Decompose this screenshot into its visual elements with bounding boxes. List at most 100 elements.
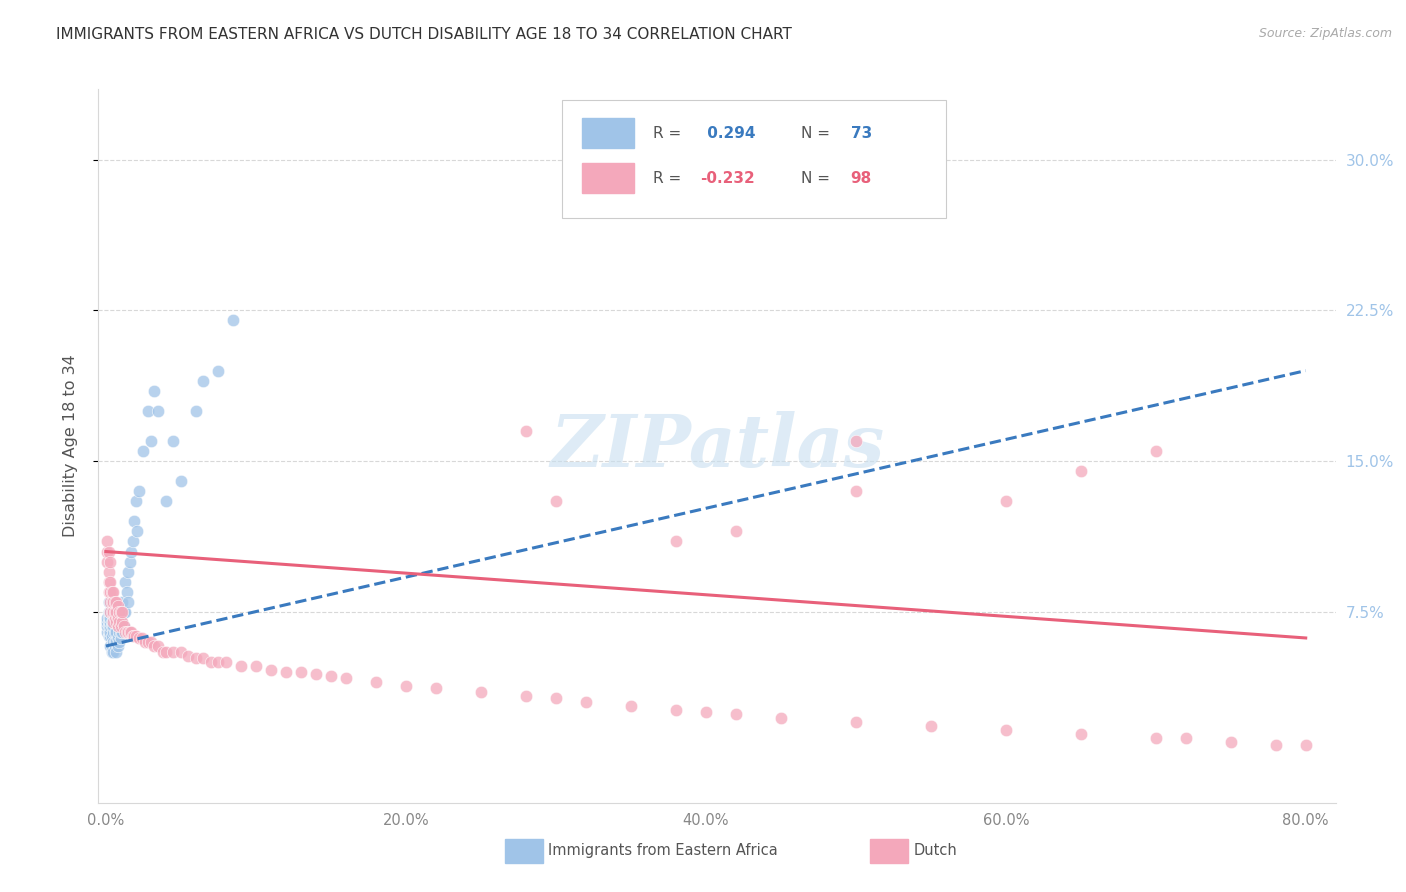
Point (207, 655, 229, 669)
Text: 73: 73 (851, 126, 872, 141)
Point (139, 635, 162, 649)
Point (994, 494, 1017, 508)
Point (110, 631, 132, 645)
Point (142, 384, 165, 398)
Text: 0.294: 0.294 (702, 126, 755, 141)
Point (136, 635, 159, 649)
Point (544, 494, 567, 508)
Point (155, 645, 177, 659)
Point (127, 524, 149, 539)
Point (125, 494, 148, 508)
FancyBboxPatch shape (582, 119, 634, 148)
Point (112, 619, 135, 633)
Point (260, 663, 283, 677)
Point (155, 494, 177, 508)
Point (114, 605, 136, 619)
Point (845, 715, 868, 730)
Point (103, 619, 125, 633)
Point (97, 615, 120, 629)
Point (845, 484, 868, 499)
Point (122, 629, 145, 643)
Point (107, 599, 129, 613)
Point (1174, 731, 1197, 746)
Point (104, 615, 127, 629)
Text: Immigrants from Eastern Africa: Immigrants from Eastern Africa (548, 844, 778, 858)
Text: IMMIGRANTS FROM EASTERN AFRICA VS DUTCH DISABILITY AGE 18 TO 34 CORRELATION CHAR: IMMIGRANTS FROM EASTERN AFRICA VS DUTCH … (56, 27, 792, 42)
Point (245, 659, 267, 673)
Point (101, 595, 124, 609)
Point (177, 648, 200, 663)
Point (100, 574, 122, 589)
Point (96, 619, 118, 633)
Point (162, 434, 184, 448)
Point (97, 629, 120, 643)
Point (124, 515, 146, 529)
Point (97, 565, 120, 579)
Point (104, 624, 127, 639)
Point (193, 651, 215, 665)
Point (115, 584, 138, 599)
Point (104, 639, 127, 653)
Point (142, 639, 165, 653)
Point (128, 484, 150, 499)
Point (128, 631, 150, 645)
Point (101, 615, 124, 629)
Point (105, 645, 128, 659)
Point (97, 611, 120, 625)
Point (1219, 735, 1241, 749)
Point (100, 629, 122, 643)
FancyBboxPatch shape (582, 163, 634, 194)
Point (100, 624, 122, 639)
Point (724, 707, 747, 722)
Point (1144, 444, 1167, 458)
Point (111, 615, 134, 629)
Point (122, 534, 145, 549)
Point (200, 655, 222, 669)
Point (104, 595, 127, 609)
Point (105, 635, 128, 649)
Point (96, 615, 118, 629)
Point (184, 404, 207, 418)
Point (100, 605, 122, 619)
Point (103, 605, 125, 619)
Point (111, 624, 134, 639)
Point (515, 424, 537, 438)
Point (152, 645, 174, 659)
Point (105, 605, 128, 619)
Point (107, 611, 129, 625)
Point (125, 629, 148, 643)
Point (108, 615, 131, 629)
Point (100, 639, 122, 653)
Point (117, 595, 139, 609)
Point (470, 685, 492, 699)
Point (115, 624, 138, 639)
Point (364, 675, 387, 690)
Point (114, 574, 136, 589)
Point (97, 544, 120, 558)
Point (100, 584, 122, 599)
Point (120, 544, 142, 558)
Point (105, 615, 128, 629)
Point (101, 645, 124, 659)
Point (1144, 731, 1167, 746)
Point (305, 667, 328, 681)
Text: N =: N = (801, 171, 835, 186)
Point (100, 555, 122, 569)
Point (319, 669, 342, 683)
Text: ZIPatlas: ZIPatlas (550, 410, 884, 482)
Text: 98: 98 (851, 171, 872, 186)
Point (103, 611, 125, 625)
Point (124, 629, 146, 643)
Point (101, 629, 124, 643)
Point (229, 659, 252, 673)
Point (170, 474, 193, 488)
Point (1070, 464, 1092, 478)
Point (103, 584, 125, 599)
Point (544, 691, 567, 706)
Point (100, 605, 122, 619)
Point (131, 631, 153, 645)
Point (114, 624, 136, 639)
Point (104, 605, 127, 619)
Point (96, 624, 118, 639)
Point (101, 619, 124, 633)
